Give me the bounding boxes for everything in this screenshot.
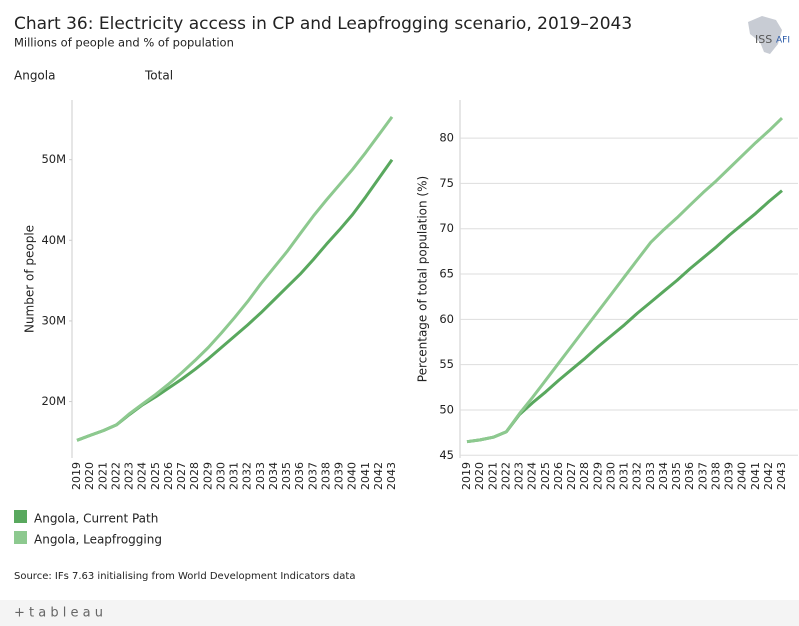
x-tick-label: 2022 — [499, 462, 512, 490]
title: Chart 36: Electricity access in CP and L… — [14, 14, 632, 34]
x-tick-label: 2038 — [319, 462, 332, 490]
x-tick-label: 2041 — [749, 462, 762, 490]
legend-label[interactable]: Angola, Current Path — [34, 512, 158, 526]
legend-swatch — [14, 531, 27, 544]
x-tick-label: 2020 — [473, 462, 486, 490]
x-tick-label: 2034 — [267, 462, 280, 490]
x-tick-label: 2033 — [644, 462, 657, 490]
x-tick-label: 2024 — [136, 462, 149, 490]
x-tick-label: 2043 — [775, 462, 788, 490]
x-tick-label: 2022 — [109, 462, 122, 490]
y-axis-title: Percentage of total population (%) — [416, 176, 430, 382]
x-tick-label: 2031 — [618, 462, 631, 490]
source: Source: IFs 7.63 initialising from World… — [14, 571, 355, 582]
y-tick-label: 60 — [439, 312, 454, 326]
x-tick-label: 2027 — [175, 462, 188, 490]
x-tick-label: 2028 — [578, 462, 591, 490]
x-tick-label: 2029 — [591, 462, 604, 490]
x-tick-label: 2027 — [565, 462, 578, 490]
legend-label[interactable]: Angola, Leapfrogging — [34, 533, 162, 547]
x-tick-label: 2025 — [539, 462, 552, 490]
x-tick-label: 2042 — [372, 462, 385, 490]
y-tick-label: 75 — [439, 176, 454, 190]
x-tick-label: 2034 — [657, 462, 670, 490]
logo-map — [748, 16, 782, 54]
x-tick-label: 2043 — [385, 462, 398, 490]
x-tick-label: 2030 — [604, 462, 617, 490]
y-tick-label: 70 — [439, 221, 454, 235]
x-tick-label: 2032 — [241, 462, 254, 490]
y-tick-label: 55 — [439, 357, 454, 371]
x-tick-label: 2032 — [631, 462, 644, 490]
x-tick-label: 2023 — [513, 462, 526, 490]
x-tick-label: 2021 — [486, 462, 499, 490]
x-tick-label: 2036 — [683, 462, 696, 490]
series-line — [466, 117, 784, 444]
measure-filter[interactable]: Total — [144, 69, 173, 83]
x-tick-label: 2039 — [333, 462, 346, 490]
y-tick-label: 65 — [439, 267, 454, 281]
x-tick-label: 2039 — [723, 462, 736, 490]
x-tick-label: 2026 — [162, 462, 175, 490]
y-tick-label: 40M — [41, 233, 66, 247]
x-tick-label: 2040 — [736, 462, 749, 490]
subtitle: Millions of people and % of population — [14, 36, 234, 50]
x-tick-label: 2042 — [762, 462, 775, 490]
x-tick-label: 2038 — [709, 462, 722, 490]
x-tick-label: 2019 — [70, 462, 83, 490]
series-line — [76, 158, 394, 442]
x-tick-label: 2026 — [552, 462, 565, 490]
x-tick-label: 2030 — [214, 462, 227, 490]
x-tick-label: 2023 — [123, 462, 136, 490]
y-axis-title: Number of people — [23, 225, 37, 333]
footer-bar — [0, 600, 799, 626]
y-tick-label: 80 — [439, 131, 454, 145]
x-tick-label: 2037 — [306, 462, 319, 490]
y-tick-label: 45 — [439, 448, 454, 462]
y-tick-label: 50 — [439, 402, 454, 416]
y-tick-label: 30M — [41, 313, 66, 327]
x-tick-label: 2031 — [228, 462, 241, 490]
y-tick-label: 50M — [41, 152, 66, 166]
x-tick-label: 2028 — [188, 462, 201, 490]
x-tick-label: 2033 — [254, 462, 267, 490]
logo-sub: AFI — [776, 36, 790, 46]
x-tick-label: 2041 — [359, 462, 372, 490]
x-tick-label: 2019 — [460, 462, 473, 490]
x-tick-label: 2037 — [696, 462, 709, 490]
x-tick-label: 2024 — [526, 462, 539, 490]
x-tick-label: 2021 — [96, 462, 109, 490]
x-tick-label: 2040 — [346, 462, 359, 490]
x-tick-label: 2035 — [280, 462, 293, 490]
series-line — [76, 116, 394, 442]
legend-swatch — [14, 510, 27, 523]
x-tick-label: 2029 — [201, 462, 214, 490]
x-tick-label: 2020 — [83, 462, 96, 490]
y-tick-label: 20M — [41, 394, 66, 408]
x-tick-label: 2036 — [293, 462, 306, 490]
x-tick-label: 2035 — [670, 462, 683, 490]
logo-text: ISS — [755, 33, 772, 46]
country-filter[interactable]: Angola — [14, 69, 55, 83]
x-tick-label: 2025 — [149, 462, 162, 490]
tableau-brand[interactable]: + t a b l e a u — [14, 606, 103, 621]
